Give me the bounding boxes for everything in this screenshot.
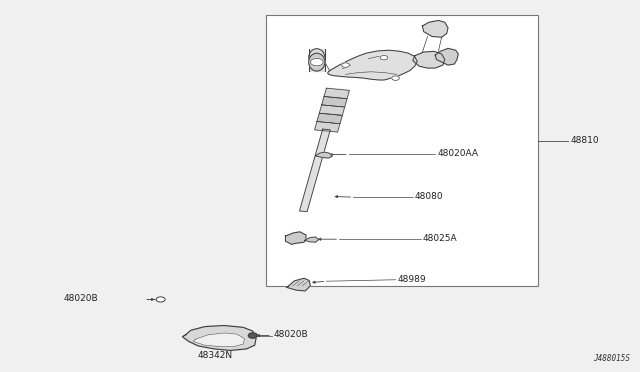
Circle shape <box>156 297 165 302</box>
Polygon shape <box>308 49 325 71</box>
Circle shape <box>392 76 399 80</box>
Polygon shape <box>319 105 345 115</box>
Polygon shape <box>182 326 256 350</box>
Text: 48342N: 48342N <box>197 351 232 360</box>
Polygon shape <box>317 113 342 124</box>
Circle shape <box>310 58 323 66</box>
Polygon shape <box>322 96 347 107</box>
Polygon shape <box>328 50 417 80</box>
Polygon shape <box>305 237 319 242</box>
Polygon shape <box>316 152 332 158</box>
Polygon shape <box>413 51 445 68</box>
Polygon shape <box>193 333 244 347</box>
Text: 48025A: 48025A <box>423 234 458 243</box>
Text: 48080: 48080 <box>415 192 444 201</box>
Polygon shape <box>300 129 330 212</box>
Polygon shape <box>286 278 310 291</box>
Text: 48020AA: 48020AA <box>437 149 478 158</box>
Polygon shape <box>315 122 340 132</box>
Polygon shape <box>422 20 448 37</box>
Ellipse shape <box>308 49 325 67</box>
Text: 48020B: 48020B <box>64 294 99 303</box>
Polygon shape <box>435 48 458 65</box>
Circle shape <box>380 55 388 60</box>
Text: 48020B: 48020B <box>274 330 308 339</box>
Circle shape <box>342 63 349 67</box>
Text: 48810: 48810 <box>571 136 600 145</box>
Polygon shape <box>285 232 306 244</box>
Polygon shape <box>324 88 349 99</box>
Ellipse shape <box>308 53 325 71</box>
Text: J488015S: J488015S <box>593 354 630 363</box>
Bar <box>266 15 538 286</box>
Text: 48989: 48989 <box>397 275 426 283</box>
Circle shape <box>248 333 257 338</box>
